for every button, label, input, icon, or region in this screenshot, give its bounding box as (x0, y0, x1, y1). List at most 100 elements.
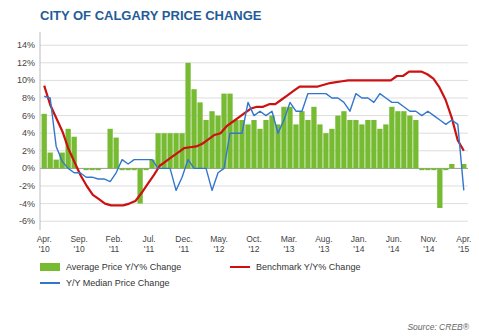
y-tick-label: 0% (22, 163, 35, 173)
plot-area (42, 63, 467, 208)
y-axis (40, 32, 41, 230)
legend-label: Benchmark Y/Y% Change (256, 262, 360, 272)
bar (125, 168, 130, 170)
bar (407, 116, 412, 169)
bar (143, 168, 148, 170)
bar (413, 120, 418, 168)
bar (251, 120, 256, 168)
bar (377, 129, 382, 169)
bar (191, 89, 196, 168)
legend-swatch (40, 263, 60, 271)
bar (155, 133, 160, 168)
bar (233, 120, 238, 168)
grid-line (40, 186, 468, 187)
y-tick-label: -4% (19, 199, 35, 209)
bar (167, 133, 172, 168)
line (44, 94, 464, 191)
bar (335, 116, 340, 169)
grid-line (40, 45, 468, 46)
y-tick-label: 12% (17, 58, 35, 68)
x-tick-label: Apr.'10 (37, 234, 52, 254)
source: Source: CREB® (407, 322, 469, 332)
bar (341, 111, 346, 168)
x-tick-label: May.'12 (210, 234, 228, 254)
x-tick-label: Jul.'11 (142, 234, 155, 254)
bar (263, 120, 268, 168)
bar (209, 111, 214, 168)
bar (419, 168, 424, 170)
bar (227, 94, 232, 169)
x-tick-label: Dec.'11 (175, 234, 192, 254)
title: CITY OF CALGARY PRICE CHANGE (40, 8, 262, 23)
y-tick-label: -2% (19, 181, 35, 191)
bar (353, 120, 358, 168)
y-tick-label: -6% (19, 216, 35, 226)
bar (245, 124, 250, 168)
legend-swatch (40, 282, 60, 284)
bar (317, 124, 322, 168)
bar (395, 111, 400, 168)
x-tick-label: Sep.'10 (70, 234, 88, 254)
bar (371, 120, 376, 168)
bar (96, 168, 101, 170)
chart: CITY OF CALGARY PRICE CHANGE -6% -4% -2% 0% 2… (0, 0, 479, 336)
bar (84, 168, 89, 170)
bar (383, 124, 388, 168)
bar (293, 124, 298, 168)
bar (107, 129, 112, 169)
bar (329, 129, 334, 169)
bar (305, 120, 310, 168)
bar (437, 168, 442, 208)
legend-label: Average Price Y/Y% Change (66, 262, 181, 272)
bar (431, 168, 436, 170)
x-tick-label: Oct.'12 (246, 234, 262, 254)
grid-line (40, 62, 468, 63)
y-tick-label: 8% (22, 93, 35, 103)
y-tick-label: 14% (17, 40, 35, 50)
x-tick-label: Nov.'14 (420, 234, 437, 254)
bar (443, 168, 448, 170)
bar (359, 124, 364, 168)
bar (347, 120, 352, 168)
line (44, 72, 464, 206)
grid-line (40, 80, 468, 81)
bar (401, 111, 406, 168)
y-tick-label: 2% (22, 146, 35, 156)
grid (40, 45, 468, 221)
x-tick-label: Feb.'11 (106, 234, 123, 254)
bar (102, 168, 107, 169)
y-tick-label: 6% (22, 111, 35, 121)
x-tick-label: Mar.'13 (281, 234, 298, 254)
bar (365, 120, 370, 168)
bar (173, 133, 178, 168)
bar (287, 107, 292, 169)
bar (449, 164, 454, 168)
bar (42, 114, 47, 169)
bar (113, 138, 118, 169)
x-tick-label: Jun.'14 (386, 234, 402, 254)
bar (54, 160, 59, 169)
bar (48, 153, 53, 169)
bar (215, 116, 220, 169)
bar (455, 168, 460, 169)
bar (323, 133, 328, 168)
bar (185, 63, 190, 169)
bar (203, 120, 208, 168)
bar (299, 111, 304, 168)
bar (425, 168, 430, 170)
bar (119, 168, 124, 170)
y-tick-label: 10% (17, 75, 35, 85)
legend-swatch (230, 266, 250, 268)
bar (269, 116, 274, 169)
legend: Average Price Y/Y% Change Y/Y Median Pric… (40, 262, 360, 288)
x-tick-label: Apr.'15 (456, 234, 471, 254)
grid-line (40, 98, 468, 99)
bar (311, 107, 316, 169)
bar (90, 168, 95, 170)
y-tick-label: 4% (22, 128, 35, 138)
bar (149, 160, 154, 169)
legend-label: Y/Y Median Price Change (66, 278, 169, 288)
bar (131, 168, 136, 170)
x-tick-label: Aug.'13 (315, 234, 333, 254)
bar (197, 102, 202, 168)
